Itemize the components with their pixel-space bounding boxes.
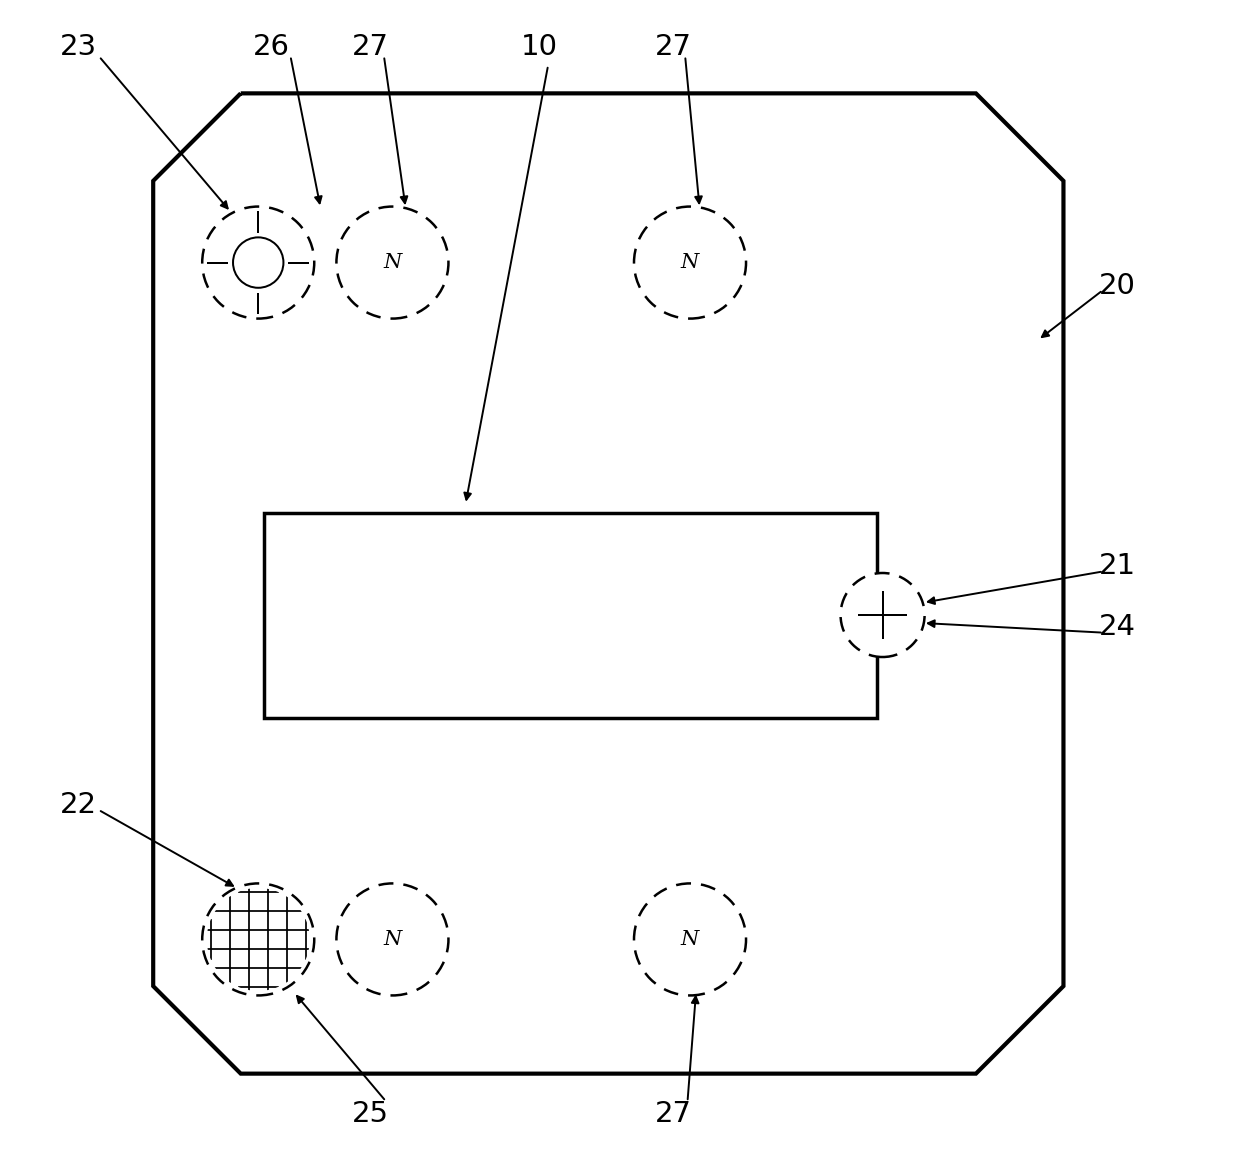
Circle shape (841, 573, 925, 657)
Text: 25: 25 (352, 1100, 388, 1128)
Circle shape (202, 883, 314, 995)
Text: N: N (681, 253, 699, 272)
Text: N: N (383, 930, 402, 949)
Text: 22: 22 (60, 791, 97, 819)
Text: 27: 27 (352, 33, 388, 61)
Text: 24: 24 (1099, 613, 1136, 641)
Circle shape (634, 883, 746, 995)
Text: 27: 27 (655, 33, 692, 61)
Text: 23: 23 (60, 33, 97, 61)
Circle shape (634, 207, 746, 319)
Circle shape (202, 207, 314, 319)
Text: 20: 20 (1099, 272, 1136, 300)
Text: N: N (383, 253, 402, 272)
Circle shape (336, 883, 449, 995)
Text: 27: 27 (655, 1100, 692, 1128)
Circle shape (336, 207, 449, 319)
Text: 21: 21 (1099, 552, 1136, 580)
Circle shape (233, 237, 284, 288)
Text: 26: 26 (253, 33, 289, 61)
Bar (264, 513, 877, 718)
Text: 10: 10 (521, 33, 558, 61)
Text: N: N (681, 930, 699, 949)
